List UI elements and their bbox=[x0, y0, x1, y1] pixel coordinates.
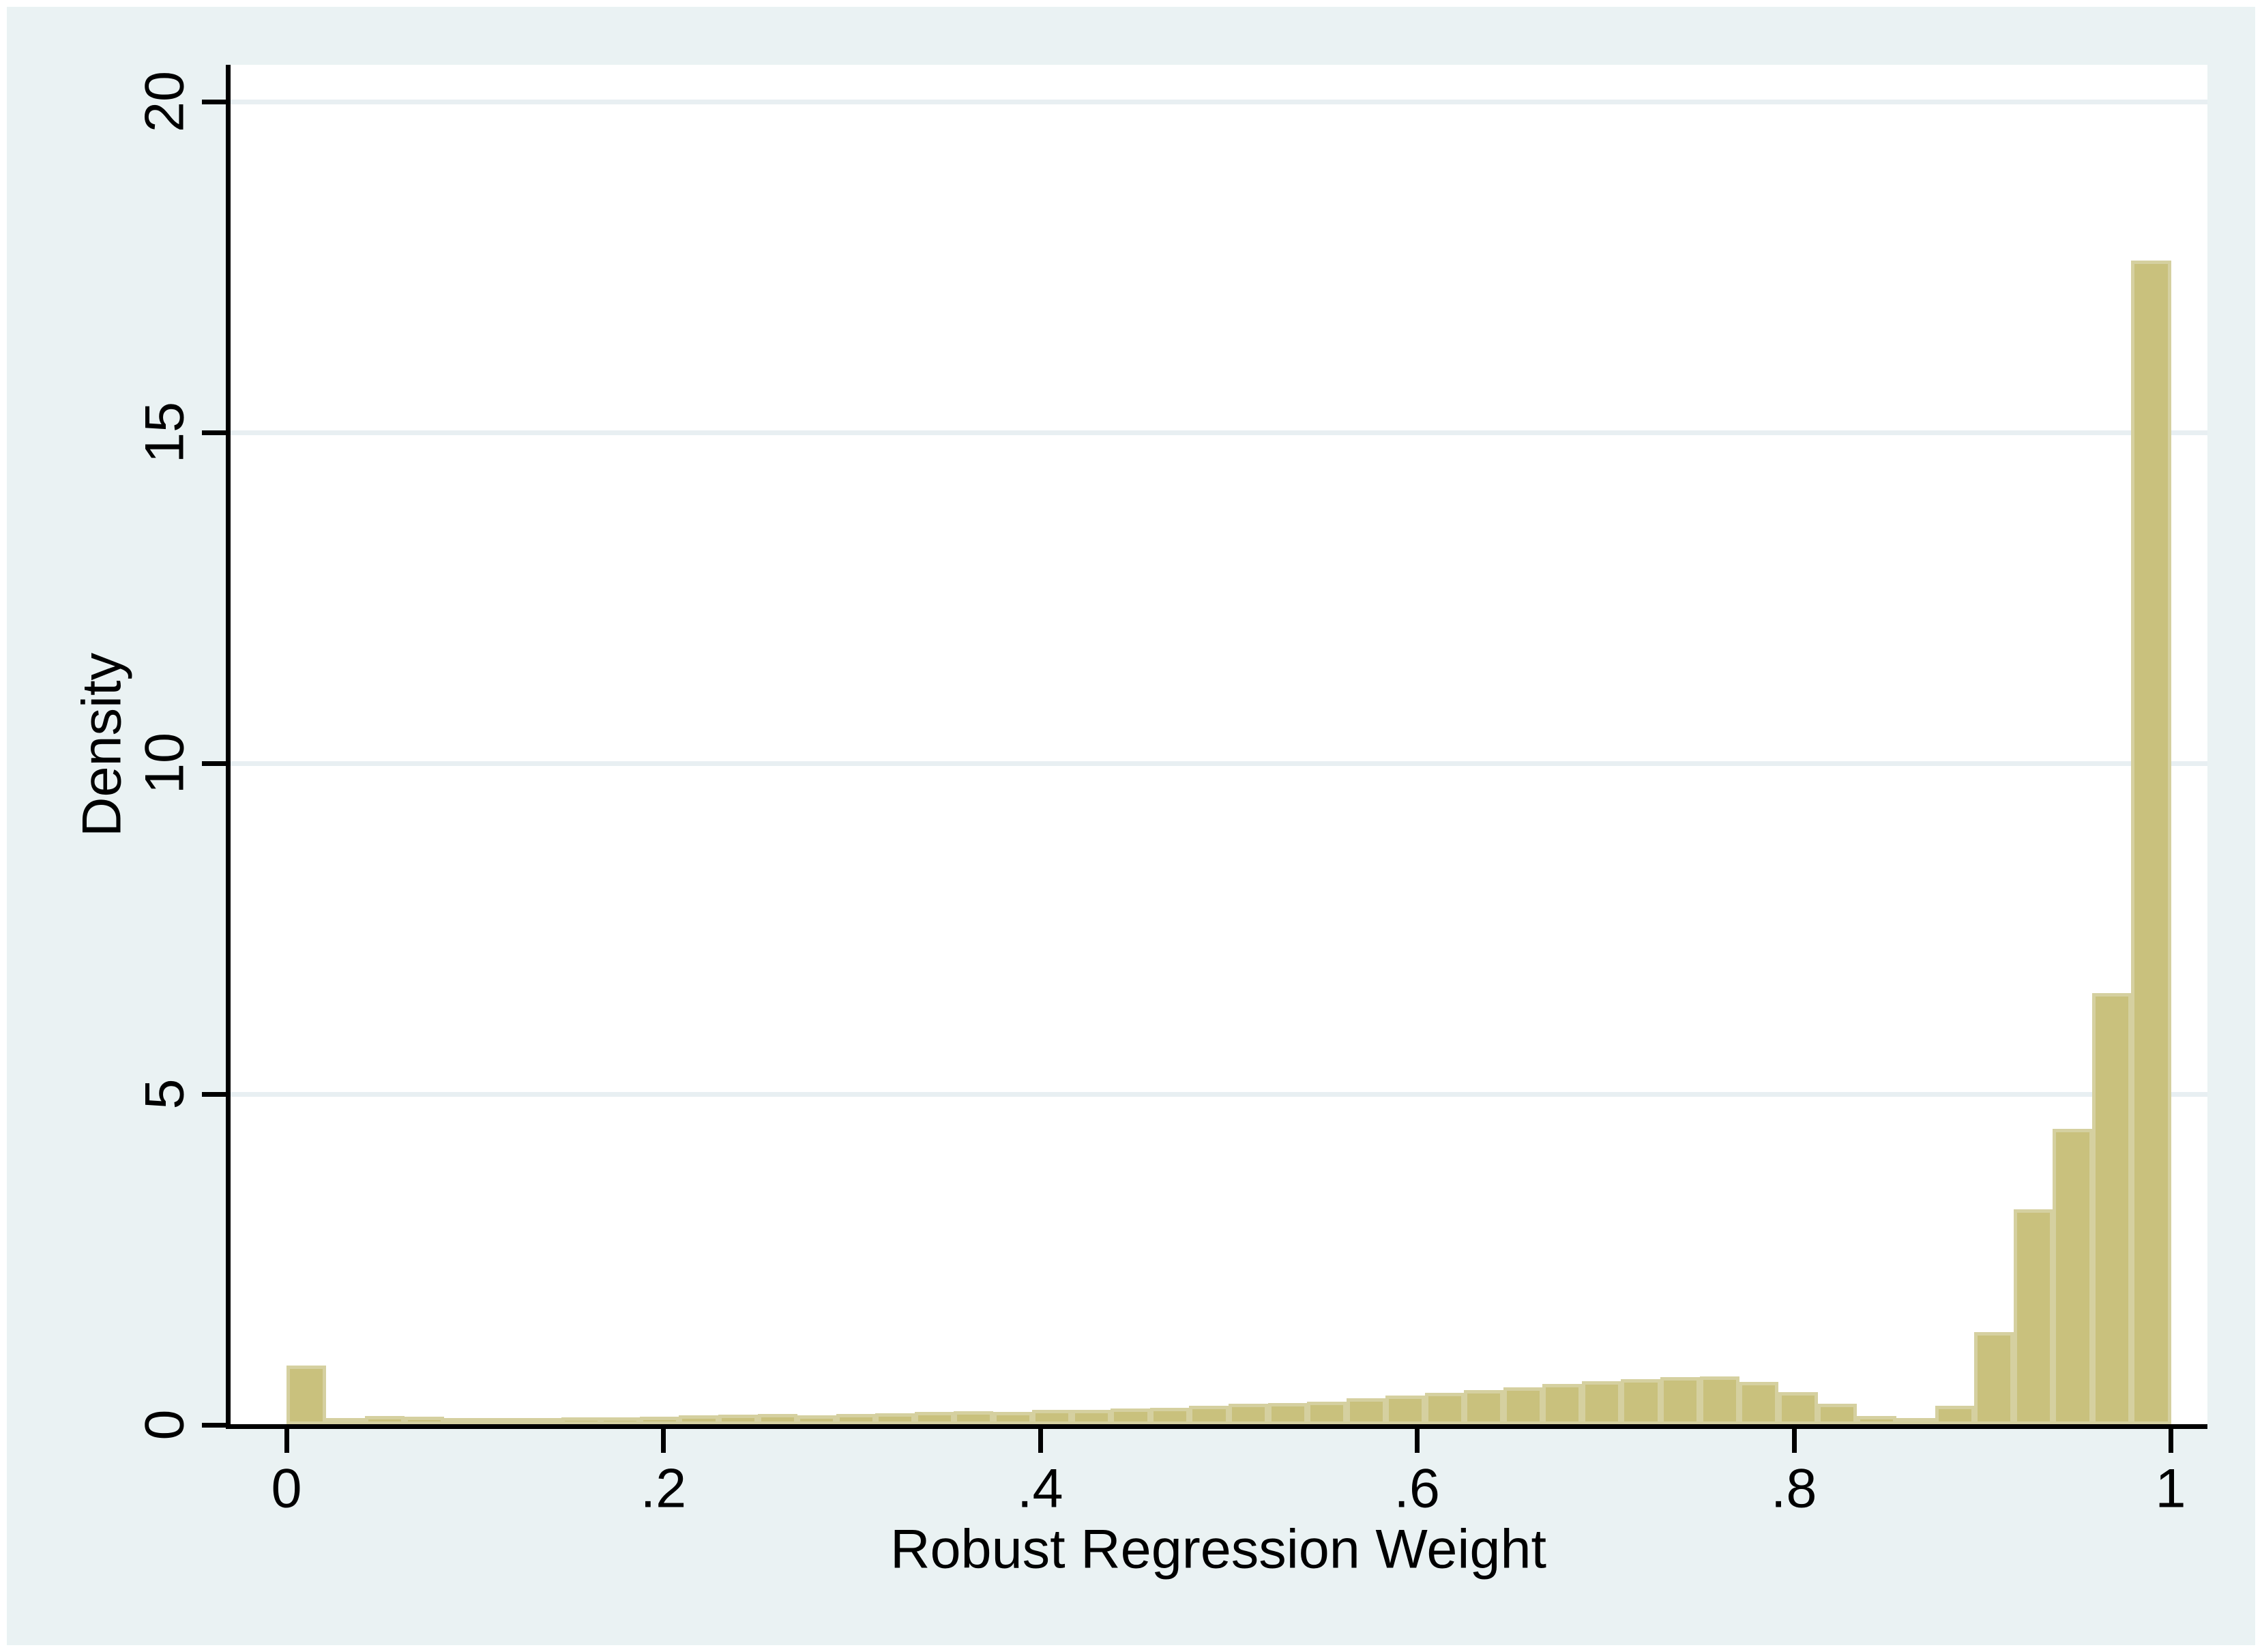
histogram-bar bbox=[1189, 1405, 1229, 1425]
histogram-bar bbox=[2131, 260, 2171, 1425]
histogram-bar bbox=[1229, 1403, 1269, 1425]
histogram-bar bbox=[2053, 1129, 2093, 1425]
histogram-bar bbox=[757, 1414, 797, 1425]
histogram-bar bbox=[2013, 1209, 2053, 1425]
x-tick-mark bbox=[661, 1429, 666, 1453]
histogram-bar bbox=[1974, 1332, 2014, 1425]
histogram-bar bbox=[325, 1418, 366, 1425]
histogram-bar bbox=[1464, 1389, 1504, 1425]
y-tick-mark bbox=[202, 430, 226, 435]
histogram-bar bbox=[1111, 1408, 1151, 1425]
x-tick-label: .8 bbox=[1770, 1458, 1817, 1520]
y-tick-label: 15 bbox=[134, 401, 196, 464]
histogram-bar bbox=[1542, 1383, 1583, 1425]
histogram-bar bbox=[600, 1417, 641, 1425]
plot-area bbox=[230, 65, 2207, 1425]
histogram-bar bbox=[1503, 1387, 1543, 1425]
y-tick-label: 20 bbox=[134, 70, 196, 133]
histogram-bar bbox=[1817, 1403, 1857, 1425]
histogram-bar bbox=[1699, 1376, 1739, 1425]
x-tick-mark bbox=[284, 1429, 289, 1453]
histogram-bar bbox=[522, 1418, 562, 1425]
y-tick-label: 10 bbox=[134, 732, 196, 795]
histogram-bar bbox=[1385, 1396, 1426, 1425]
y-tick-mark bbox=[202, 1092, 226, 1097]
histogram-bar bbox=[836, 1414, 876, 1425]
histogram-bar bbox=[1424, 1393, 1465, 1425]
x-tick-label: 1 bbox=[2155, 1458, 2186, 1520]
histogram-bar bbox=[1267, 1402, 1308, 1425]
x-tick-label: .6 bbox=[1394, 1458, 1440, 1520]
histogram-bar bbox=[1856, 1416, 1896, 1425]
histogram-bar bbox=[1935, 1405, 1975, 1425]
histogram-bar bbox=[1149, 1407, 1190, 1425]
histogram-bar bbox=[287, 1365, 327, 1425]
x-axis-line bbox=[226, 1424, 2207, 1429]
x-tick-mark bbox=[2169, 1429, 2173, 1453]
x-tick-label: .4 bbox=[1017, 1458, 1063, 1520]
y-tick-mark bbox=[202, 761, 226, 766]
histogram-bar bbox=[482, 1418, 523, 1425]
histogram-bar bbox=[718, 1415, 759, 1425]
y-tick-label: 5 bbox=[134, 1078, 196, 1110]
y-tick-label: 0 bbox=[134, 1409, 196, 1441]
histogram-bar bbox=[1346, 1398, 1386, 1425]
histogram-bar bbox=[875, 1413, 915, 1425]
histogram-bar bbox=[797, 1415, 837, 1425]
histogram-bar bbox=[1739, 1381, 1779, 1425]
y-gridline bbox=[230, 100, 2207, 104]
y-gridline bbox=[230, 430, 2207, 435]
histogram-bar bbox=[1660, 1377, 1701, 1425]
histogram-bar bbox=[1896, 1418, 1936, 1425]
histogram-bar bbox=[1621, 1379, 1661, 1425]
histogram-bar bbox=[993, 1411, 1033, 1425]
y-gridline bbox=[230, 761, 2207, 766]
histogram-bar bbox=[2091, 992, 2132, 1425]
histogram-bar bbox=[639, 1417, 679, 1425]
y-tick-mark bbox=[202, 100, 226, 104]
x-tick-label: 0 bbox=[271, 1458, 302, 1520]
histogram-bar bbox=[914, 1411, 954, 1425]
x-tick-mark bbox=[1415, 1429, 1420, 1453]
x-tick-mark bbox=[1791, 1429, 1797, 1453]
histogram-bar bbox=[443, 1418, 484, 1425]
histogram-bar bbox=[1778, 1392, 1818, 1425]
y-gridline bbox=[230, 1092, 2207, 1097]
histogram-bar bbox=[1581, 1381, 1621, 1425]
histogram-bar bbox=[561, 1417, 601, 1425]
x-axis-title: Robust Regression Weight bbox=[890, 1518, 1546, 1580]
x-tick-mark bbox=[1038, 1429, 1043, 1453]
histogram-bar bbox=[1032, 1409, 1072, 1425]
histogram-bar bbox=[1307, 1402, 1347, 1425]
histogram-bar bbox=[365, 1416, 405, 1425]
y-axis-line bbox=[226, 65, 231, 1429]
histogram-bar bbox=[679, 1415, 719, 1425]
histogram-bar bbox=[404, 1417, 444, 1425]
y-axis-title: Density bbox=[71, 652, 133, 838]
x-tick-label: .2 bbox=[640, 1458, 687, 1520]
y-tick-mark bbox=[202, 1423, 226, 1428]
histogram-bar bbox=[1071, 1409, 1111, 1425]
histogram-bar bbox=[954, 1411, 994, 1425]
